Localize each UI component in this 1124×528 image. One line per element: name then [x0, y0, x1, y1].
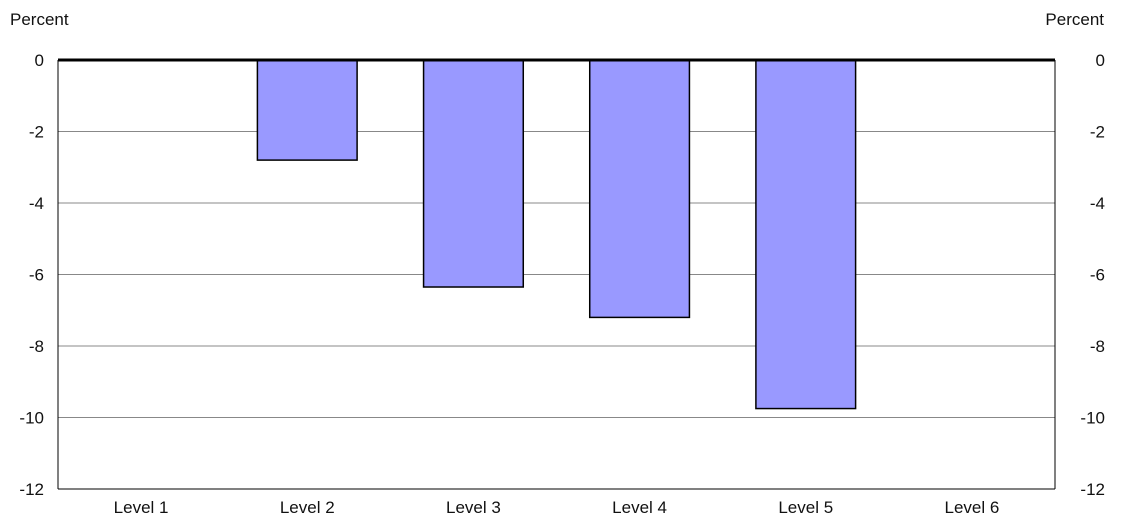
y-tick-label-left: -10 [19, 409, 44, 428]
x-tick-label: Level 6 [945, 498, 1000, 517]
y-tick-label-right: -2 [1090, 123, 1105, 142]
x-tick-label: Level 5 [778, 498, 833, 517]
y-tick-label-right: -6 [1090, 266, 1105, 285]
y-tick-label-right: -4 [1090, 194, 1105, 213]
x-tick-label: Level 4 [612, 498, 667, 517]
y-tick-label-left: -6 [29, 266, 44, 285]
y-tick-label-left: 0 [35, 51, 44, 70]
y-tick-label-left: -4 [29, 194, 44, 213]
bar [256, 59, 358, 161]
y-tick-label-right: -12 [1080, 480, 1105, 499]
y-tick-label-left: -12 [19, 480, 44, 499]
x-tick-label: Level 3 [446, 498, 501, 517]
y-tick-label-left: -2 [29, 123, 44, 142]
y-tick-label-right: -8 [1090, 337, 1105, 356]
x-tick-label: Level 1 [114, 498, 169, 517]
y-tick-label-left: -8 [29, 337, 44, 356]
y-tick-label-right: 0 [1096, 51, 1105, 70]
y-axis-title-left: Percent [10, 10, 69, 29]
y-axis-title-right: Percent [1045, 10, 1104, 29]
y-tick-label-right: -10 [1080, 409, 1105, 428]
bar [755, 59, 857, 410]
bar [588, 59, 691, 319]
x-tick-label: Level 2 [280, 498, 335, 517]
bar [422, 59, 525, 288]
